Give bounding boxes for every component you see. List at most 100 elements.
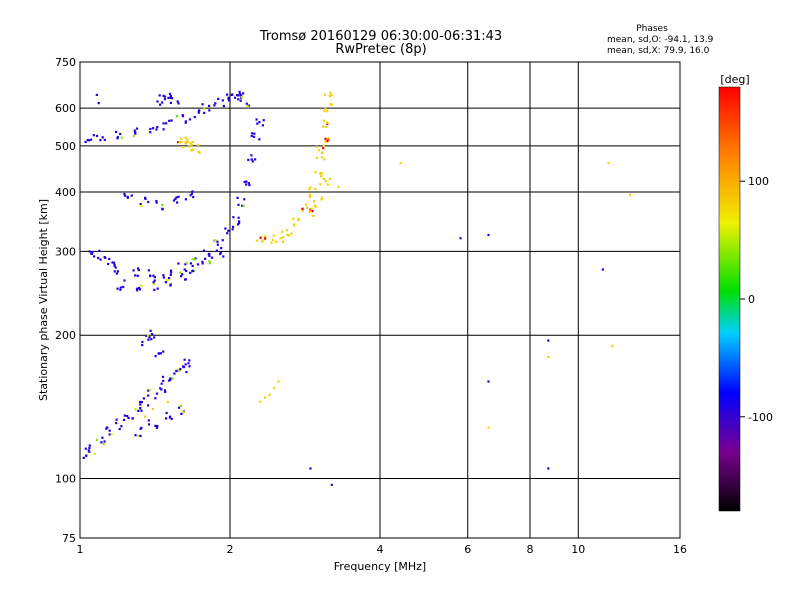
data-point xyxy=(321,152,324,155)
data-point xyxy=(180,275,183,278)
data-point xyxy=(165,122,168,125)
data-point xyxy=(237,94,240,97)
data-point xyxy=(162,128,165,131)
data-point xyxy=(308,188,311,191)
data-point xyxy=(137,269,140,272)
data-point xyxy=(139,202,142,206)
data-point xyxy=(202,249,206,252)
data-point xyxy=(314,171,317,174)
data-point xyxy=(182,411,185,414)
data-point xyxy=(85,454,88,457)
data-point xyxy=(301,209,304,212)
data-point xyxy=(261,240,264,243)
data-point xyxy=(188,365,191,368)
data-point xyxy=(183,268,186,271)
data-point xyxy=(192,148,195,151)
data-point xyxy=(161,203,164,207)
data-point xyxy=(308,193,311,196)
data-point xyxy=(219,252,222,256)
data-point xyxy=(208,260,211,263)
data-point xyxy=(103,440,106,443)
data-point xyxy=(187,362,190,365)
data-point xyxy=(320,175,323,178)
data-point xyxy=(255,118,258,121)
data-point xyxy=(139,434,142,437)
data-point xyxy=(253,132,256,135)
chart-title: Tromsø 20160129 06:30:00-06:31:43 xyxy=(259,29,502,44)
data-point xyxy=(198,151,201,154)
data-point xyxy=(327,138,330,141)
data-point xyxy=(292,217,295,220)
data-point xyxy=(130,194,133,197)
data-point xyxy=(163,98,166,101)
data-point xyxy=(143,415,147,418)
data-point xyxy=(308,210,311,213)
data-point xyxy=(156,287,159,290)
data-point xyxy=(160,388,163,391)
data-point xyxy=(547,339,550,342)
data-point xyxy=(272,386,276,390)
data-point xyxy=(320,198,323,201)
data-point xyxy=(207,253,210,256)
data-point xyxy=(107,262,110,266)
x-tick-labels: 1 2 4 6 8 10 16 xyxy=(77,543,688,556)
data-point xyxy=(629,193,632,196)
phase-box-o-line: mean, sd,O: -94.1, 13.9 xyxy=(607,35,714,45)
data-point xyxy=(184,278,187,281)
data-point xyxy=(232,216,235,219)
data-point xyxy=(161,207,164,210)
data-point xyxy=(180,137,183,140)
data-point xyxy=(175,369,178,372)
data-point xyxy=(282,236,285,239)
x-tick-label: 2 xyxy=(227,543,234,556)
data-point xyxy=(184,141,187,144)
data-point xyxy=(189,262,192,265)
data-point xyxy=(263,235,267,238)
data-point xyxy=(159,103,162,106)
phase-box-x-line: mean, sd,X: 79.9, 16.0 xyxy=(607,46,710,56)
y-tick-label: 75 xyxy=(62,532,76,545)
data-points xyxy=(82,90,632,486)
data-point xyxy=(123,194,127,197)
y-tick-label: 400 xyxy=(55,186,76,199)
data-point xyxy=(90,138,93,141)
data-point xyxy=(322,144,325,147)
data-point xyxy=(139,408,142,411)
data-point xyxy=(140,284,143,287)
data-point xyxy=(111,261,114,264)
data-point xyxy=(101,136,104,139)
data-point xyxy=(163,389,167,392)
data-point xyxy=(88,450,91,453)
data-point xyxy=(114,266,117,269)
data-point xyxy=(261,239,264,242)
data-point xyxy=(166,400,169,403)
data-point xyxy=(328,95,331,98)
data-point xyxy=(236,196,239,199)
data-point xyxy=(247,158,250,161)
data-point xyxy=(487,426,490,429)
data-point xyxy=(297,219,300,222)
data-point xyxy=(169,101,172,104)
data-point xyxy=(137,267,140,270)
data-point xyxy=(84,140,87,144)
data-point xyxy=(240,96,243,99)
data-point xyxy=(174,197,177,201)
data-point xyxy=(204,257,207,260)
data-point xyxy=(227,229,230,232)
data-point xyxy=(151,333,154,336)
data-point xyxy=(270,241,273,244)
data-point xyxy=(97,256,100,260)
data-point xyxy=(118,428,121,431)
data-point xyxy=(172,199,176,202)
data-point xyxy=(92,134,95,137)
data-point xyxy=(179,368,182,371)
data-point xyxy=(181,115,185,118)
colorbar xyxy=(718,86,741,512)
data-point xyxy=(133,129,136,132)
data-point xyxy=(116,137,119,140)
data-point xyxy=(105,427,108,430)
data-point xyxy=(198,109,201,112)
data-point xyxy=(258,121,261,124)
data-point xyxy=(99,258,102,261)
data-point xyxy=(319,183,322,186)
